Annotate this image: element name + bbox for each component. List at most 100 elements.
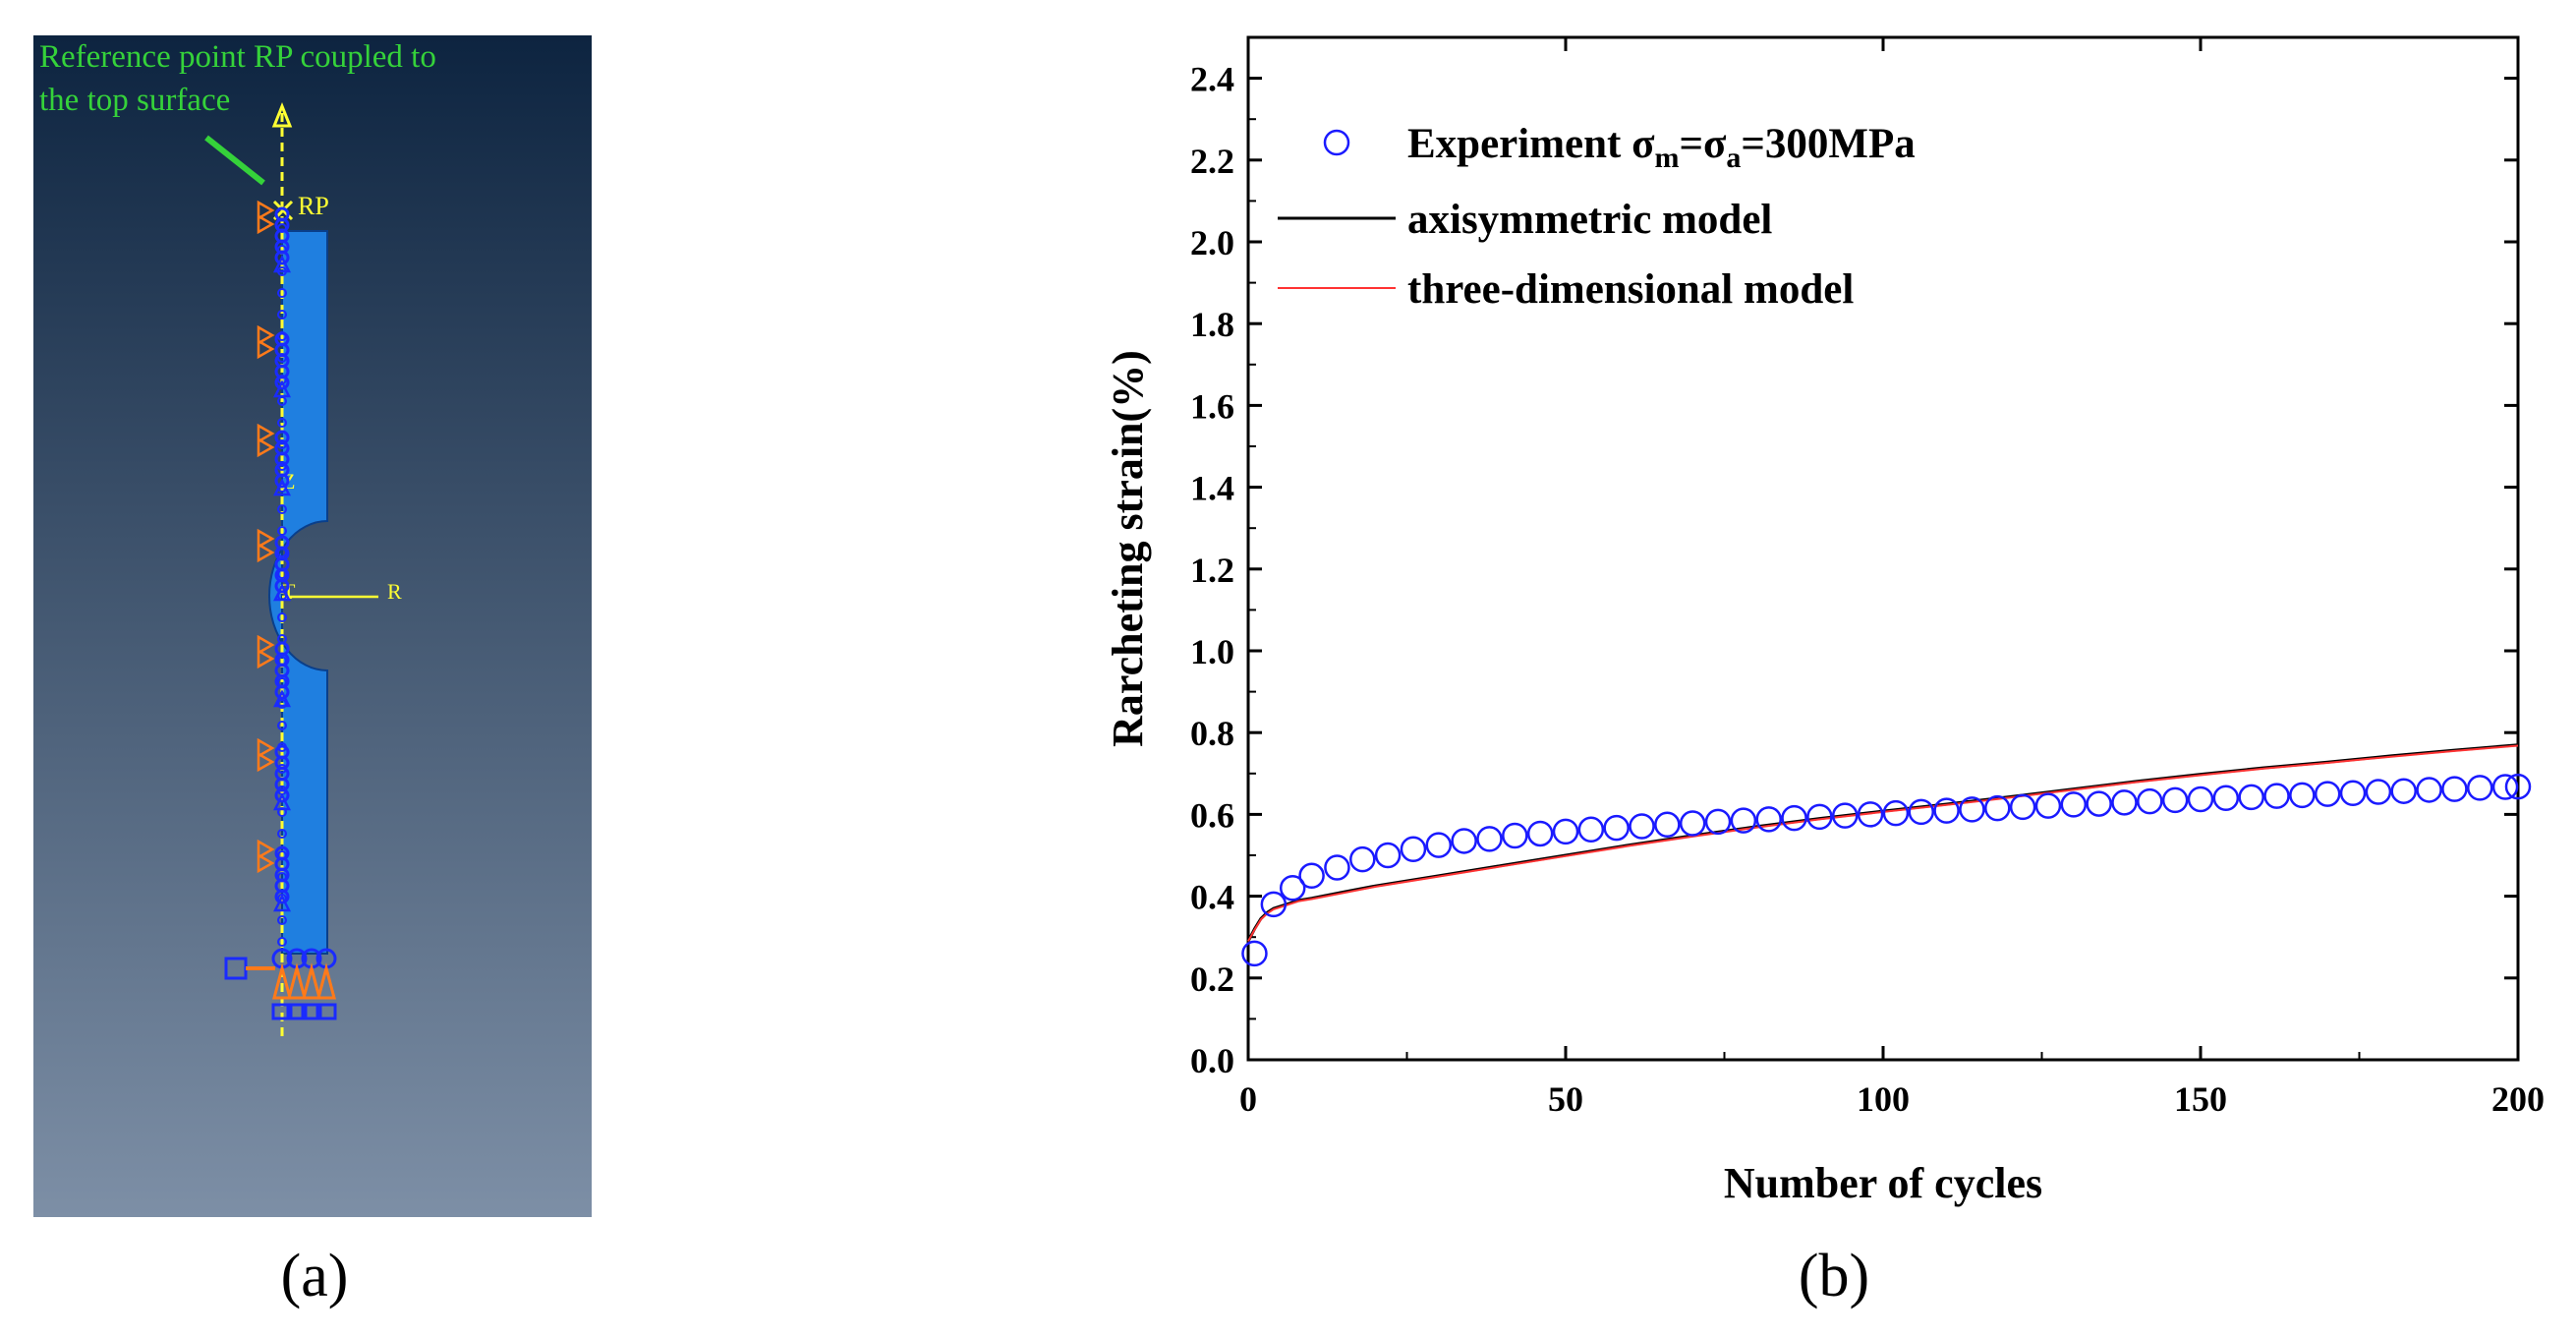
bc-axis-node-icon [277, 504, 287, 514]
bc-axis-node-icon [277, 331, 287, 341]
model-curves [1246, 743, 2519, 943]
y-tick-label: 1.0 [1190, 632, 1234, 671]
experiment-point [1679, 810, 1706, 837]
annotation-leader [204, 135, 265, 186]
bc-axis-node-icon [277, 461, 287, 471]
bc-bottom-base-icon [301, 1003, 322, 1020]
y-tick-label: 2.0 [1190, 223, 1234, 262]
bc-axis-node-icon [277, 721, 287, 730]
legend-experiment-suffix: =300MPa [1741, 121, 1915, 167]
bc-axis-node-icon [277, 785, 287, 795]
bc-axis-node-icon [277, 742, 287, 752]
legend-experiment-mid: =σ [1680, 121, 1728, 167]
bc-axis-node-icon [277, 764, 287, 774]
experiment-point [1298, 862, 1325, 890]
x-tick-label: 150 [2174, 1079, 2227, 1119]
bc-axis-node-icon [277, 266, 287, 276]
bc-ring-icon [274, 473, 290, 489]
bc-bottom-triangle-icon [316, 962, 336, 1000]
bc-axis-node-icon [277, 310, 287, 320]
y-tick-label: 0.4 [1190, 878, 1234, 917]
bc-axis-node-icon [277, 439, 287, 449]
bc-axis-node-icon [277, 396, 287, 406]
bc-axis-node-icon [277, 937, 287, 947]
experiment-point [1603, 814, 1630, 842]
experiment-point [1882, 799, 1910, 827]
series-line-three-dimensional-model [1247, 744, 2519, 942]
experiment-point [2491, 774, 2519, 800]
experiment-point [2504, 773, 2532, 800]
x-axis-label: Number of cycles [1724, 1159, 2042, 1207]
bc-axis-node-icon [277, 526, 287, 536]
bc-axis-node-icon [277, 591, 287, 601]
y-tick-label: 2.2 [1190, 142, 1234, 181]
y-axis-label: Rarcheting strain(%) [1104, 350, 1152, 747]
bc-axis-node-icon [277, 915, 287, 925]
y-tick-label: 1.6 [1190, 386, 1234, 426]
experiment-point [1959, 796, 1985, 823]
series-line-axisymmetric-model [1246, 743, 2519, 943]
x-tick-label: 50 [1548, 1079, 1583, 1119]
x-tick-label: 200 [2491, 1079, 2545, 1119]
bc-bottom-triangle-icon [287, 962, 307, 1000]
bc-axis-node-icon [277, 418, 287, 428]
experiment-point [1324, 854, 1350, 881]
bc-axis-node-icon [277, 872, 287, 882]
rp-label: RP [298, 192, 329, 220]
experiment-point [2314, 781, 2341, 807]
triad-r-label: R [387, 579, 402, 604]
plot-frame [1246, 35, 2520, 1062]
experiment-point [1577, 816, 1605, 844]
bc-axis-node-icon [277, 223, 287, 233]
panel-a: Reference point RP coupled to the top su… [33, 35, 592, 1309]
y-tick-label: 1.8 [1190, 305, 1234, 344]
bc-axis-node-icon [277, 699, 287, 709]
boundary-condition-symbols [257, 200, 292, 947]
bc-axis-node-icon [277, 353, 287, 363]
experiment-point [2289, 782, 2316, 809]
bc-triangle-icon [257, 324, 275, 360]
bc-axis-node-icon [277, 612, 287, 622]
experiment-point [2060, 791, 2088, 818]
legend-experiment-marker [1323, 129, 1350, 156]
bc-triangle-icon [257, 839, 275, 874]
panel-b: 0.00.20.40.60.81.01.21.41.61.82.02.22.4 … [1104, 35, 2545, 1309]
y-tick-label: 0.2 [1190, 960, 1234, 999]
y-tick-label: 1.2 [1190, 551, 1234, 590]
experiment-point [1374, 842, 1402, 869]
y-tick-label: 0.0 [1190, 1041, 1234, 1080]
bc-axis-node-icon [277, 569, 287, 579]
experiment-point [2111, 789, 2138, 816]
bc-triangle-icon [257, 423, 275, 458]
experiment-point [2187, 785, 2214, 813]
panel-b-label: (b) [1799, 1243, 1869, 1309]
bc-axis-node-icon [277, 483, 287, 493]
legend-experiment-label: Experiment σm=σa=300MPa [1407, 121, 1916, 174]
experiment-point [1857, 801, 1884, 828]
experiment-point [1349, 845, 1376, 873]
experiment-point [1400, 836, 1427, 863]
experiment-point [1476, 826, 1503, 852]
experiment-point [1730, 807, 1757, 834]
experiment-point [1984, 794, 2011, 822]
experiment-point [2238, 784, 2264, 811]
y-tick-label: 1.4 [1190, 469, 1234, 508]
experiment-point [1654, 811, 1681, 839]
bc-axis-node-icon [277, 894, 287, 903]
legend-axisymmetric-label: axisymmetric model [1407, 197, 1772, 243]
experiment-point [1241, 940, 1268, 967]
experiment-point [2161, 786, 2189, 814]
bc-bottom-base-icon [315, 1003, 337, 1020]
legend-three-d-label: three-dimensional model [1407, 266, 1854, 313]
bc-bottom-base-icon [286, 1003, 308, 1020]
x-tick-label: 100 [1857, 1079, 1910, 1119]
bc-bottom-triangle-icon [272, 962, 292, 1000]
bc-support-icon [272, 255, 292, 273]
legend-experiment-sub-m: m [1655, 142, 1680, 174]
experiment-point [1704, 808, 1732, 836]
bc-axis-node-icon [277, 850, 287, 860]
y-tick-label: 0.6 [1190, 795, 1234, 835]
experiment-point [1781, 804, 1807, 832]
experiment-point [1908, 798, 1935, 826]
